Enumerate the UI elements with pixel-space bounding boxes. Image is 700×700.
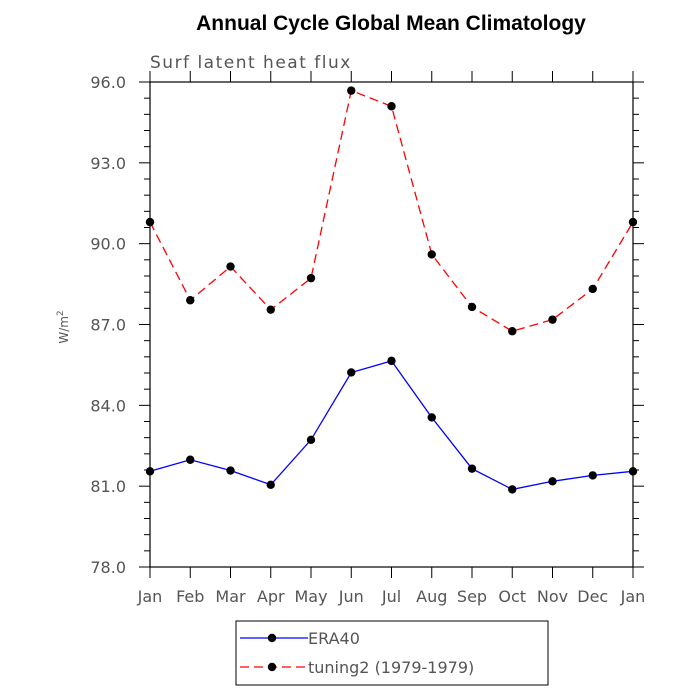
data-point [266,305,275,314]
data-point [427,413,436,422]
data-point [347,368,356,377]
y-tick-label: 81.0 [90,477,126,496]
x-tick-label: Jul [381,587,401,606]
series-1 [145,86,638,336]
chart-subtitle: Surf latent heat flux [150,53,352,73]
data-point [387,356,396,366]
data-point [145,467,155,476]
legend-swatch-marker [267,633,277,643]
data-point [467,302,477,312]
data-point [387,102,396,111]
data-point [548,477,557,486]
x-tick-label: Jun [338,587,364,606]
legend-item: tuning2 (1979-1979) [240,658,474,677]
data-point [306,435,316,445]
x-tick-label: Dec [577,587,608,606]
x-tick-label: Apr [257,587,285,606]
data-point [145,217,155,227]
x-tick-label: Aug [416,587,447,606]
data-point [588,284,597,294]
x-tick-label: Feb [176,587,204,606]
y-tick-label: 90.0 [90,235,126,254]
y-axis-label-superscript: 2 [56,310,66,316]
data-point [347,86,356,95]
y-tick-label: 96.0 [90,73,126,92]
y-tick-label: 84.0 [90,396,126,415]
y-tick-label: 93.0 [90,154,126,173]
y-tick-label: 87.0 [90,316,126,335]
series-line [149,360,634,491]
x-tick-label: Oct [498,587,526,606]
data-point [186,455,195,464]
data-point [266,480,275,490]
x-tick-label: Jan [620,587,646,606]
x-tick-label: May [294,587,327,606]
data-point [628,467,638,476]
data-point [186,296,195,305]
series-line [149,89,634,332]
data-point [588,471,597,480]
data-point [628,217,638,227]
x-tick-label: Nov [537,587,568,606]
y-tick-label: 78.0 [90,558,126,577]
data-point [467,464,477,473]
x-tick-label: Mar [215,587,246,606]
data-point [427,250,436,259]
series-0 [145,356,638,494]
legend-label: ERA40 [308,629,360,648]
legend-item: ERA40 [240,629,360,648]
legend: ERA40 tuning2 (1979-1979) [235,620,549,686]
y-axis-label-text: W/m [57,316,71,344]
y-axis-label: W/m2 [56,310,71,343]
data-point [508,327,517,336]
data-point [226,262,235,271]
legend-box [235,620,549,686]
data-point [508,485,517,494]
data-point [226,466,235,475]
chart-title: Annual Cycle Global Mean Climatology [196,12,586,35]
data-point [306,273,316,283]
legend-swatch-marker [267,662,277,672]
series-layer [145,86,638,494]
x-tick-label: Jan [137,587,163,606]
plot-axes: 78.0 81.0 84.0 87.0 90.0 93.0 96.0 Jan Feb Mar Apr… [90,71,645,606]
plot-frame [149,81,634,568]
x-tick-label: Sep [457,587,487,606]
legend-label: tuning2 (1979-1979) [308,658,474,677]
data-point [548,315,557,324]
